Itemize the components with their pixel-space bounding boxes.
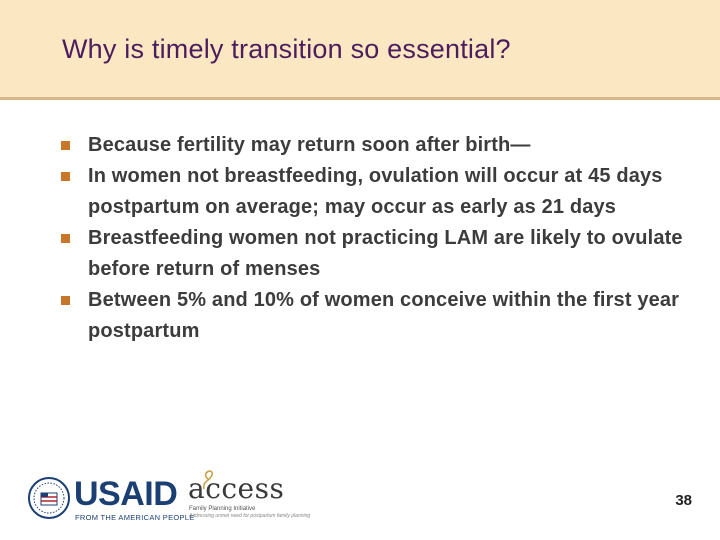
footer: USAID FROM THE AMERICAN PEOPLE access Fa… (0, 455, 720, 540)
usaid-logo-text: USAID (74, 475, 178, 513)
slide-title: Why is timely transition so essential? (62, 34, 511, 64)
bullet-text: In women not breastfeeding, ovulation wi… (88, 165, 663, 218)
access-tagline: Addressing unmet need for postpartum fam… (189, 513, 311, 519)
bullet-text: Because fertility may return soon after … (88, 134, 531, 156)
title-band: Why is timely transition so essential? (0, 0, 720, 100)
square-bullet-icon (61, 234, 70, 243)
bullet-item: Because fertility may return soon after … (60, 130, 690, 161)
bullet-item: Between 5% and 10% of women conceive wit… (60, 285, 690, 347)
access-subtitle: Family Planning Initiative (189, 506, 256, 512)
bullet-text: Breastfeeding women not practicing LAM a… (88, 227, 683, 280)
usaid-tagline: FROM THE AMERICAN PEOPLE (75, 513, 195, 522)
access-logo-text: access (188, 472, 285, 505)
square-bullet-icon (61, 172, 70, 181)
usaid-seal-icon (28, 477, 70, 519)
bullet-list: Because fertility may return soon after … (60, 130, 690, 347)
bullet-item: In women not breastfeeding, ovulation wi… (60, 161, 690, 223)
bullet-text: Between 5% and 10% of women conceive wit… (88, 289, 680, 342)
page-number: 38 (675, 492, 692, 509)
bullet-item: Breastfeeding women not practicing LAM a… (60, 223, 690, 285)
square-bullet-icon (61, 141, 70, 150)
square-bullet-icon (61, 296, 70, 305)
access-logo-icon (202, 470, 213, 490)
